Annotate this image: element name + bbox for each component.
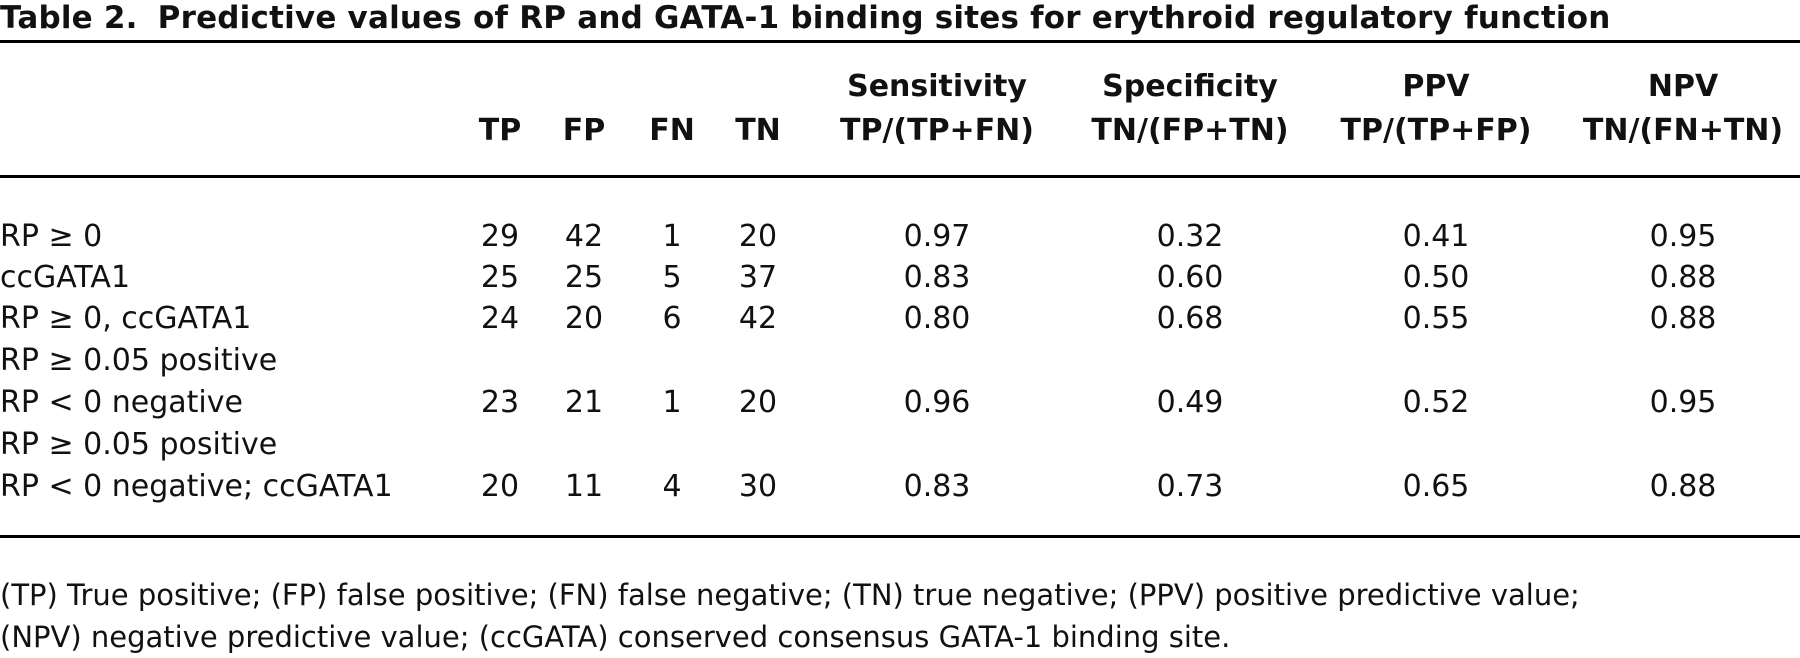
table-footnote: (TP) True positive; (FP) false positive;… bbox=[0, 574, 1800, 658]
cell-fp: 20 bbox=[564, 301, 604, 336]
cell-fn: 6 bbox=[662, 301, 682, 336]
cell-tp: 25 bbox=[480, 260, 520, 295]
table-label: Table 2. bbox=[0, 0, 138, 36]
cell-ppv: 0.41 bbox=[1402, 219, 1470, 254]
cell-specificity: 0.73 bbox=[1156, 469, 1224, 504]
cell-npv: 0.88 bbox=[1649, 469, 1717, 504]
row-label-line2: RP < 0 negative bbox=[0, 385, 243, 420]
row-label-line1: RP ≥ 0.05 positive bbox=[0, 343, 278, 378]
row-label-line1: RP ≥ 0.05 positive bbox=[0, 427, 278, 462]
header-specificity-name: Specificity bbox=[1102, 69, 1278, 104]
cell-ppv: 0.50 bbox=[1402, 260, 1470, 295]
footnote-line: (NPV) negative predictive value; (ccGATA… bbox=[0, 620, 1231, 654]
cell-npv: 0.88 bbox=[1649, 260, 1717, 295]
header-fn: FN bbox=[649, 113, 695, 148]
bottom-rule bbox=[0, 535, 1800, 538]
cell-fn: 1 bbox=[662, 219, 682, 254]
cell-fn: 4 bbox=[662, 469, 682, 504]
cell-tp: 29 bbox=[480, 219, 520, 254]
cell-specificity: 0.60 bbox=[1156, 260, 1224, 295]
row-label: ccGATA1 bbox=[0, 260, 131, 295]
cell-specificity: 0.49 bbox=[1156, 385, 1224, 420]
header-ppv-formula: TP/(TP+FP) bbox=[1340, 113, 1532, 148]
footnote-line: (TP) True positive; (FP) false positive;… bbox=[0, 578, 1580, 612]
row-label: RP ≥ 0 bbox=[0, 219, 103, 254]
cell-fn: 5 bbox=[662, 260, 682, 295]
cell-fp: 11 bbox=[564, 469, 604, 504]
cell-sensitivity: 0.83 bbox=[903, 469, 971, 504]
cell-npv: 0.95 bbox=[1649, 219, 1717, 254]
cell-sensitivity: 0.97 bbox=[903, 219, 971, 254]
header-tn: TN bbox=[735, 113, 781, 148]
row-label: RP ≥ 0, ccGATA1 bbox=[0, 301, 252, 336]
header-tp: TP bbox=[478, 113, 522, 148]
cell-specificity: 0.68 bbox=[1156, 301, 1224, 336]
header-specificity-formula: TN/(FP+TN) bbox=[1091, 113, 1289, 148]
cell-fp: 25 bbox=[564, 260, 604, 295]
table-caption: Predictive values of RP and GATA-1 bindi… bbox=[157, 0, 1611, 36]
cell-ppv: 0.52 bbox=[1402, 385, 1470, 420]
cell-fp: 42 bbox=[564, 219, 604, 254]
cell-sensitivity: 0.80 bbox=[903, 301, 971, 336]
cell-fn: 1 bbox=[662, 385, 682, 420]
cell-npv: 0.95 bbox=[1649, 385, 1717, 420]
table-title: Table 2. Predictive values of RP and GATA… bbox=[0, 0, 1611, 36]
cell-tn: 20 bbox=[738, 219, 778, 254]
cell-tn: 20 bbox=[738, 385, 778, 420]
cell-tp: 23 bbox=[480, 385, 520, 420]
cell-npv: 0.88 bbox=[1649, 301, 1717, 336]
header-fp: FP bbox=[562, 113, 606, 148]
cell-tn: 42 bbox=[738, 301, 778, 336]
cell-ppv: 0.65 bbox=[1402, 469, 1470, 504]
header-npv-formula: TN/(FN+TN) bbox=[1582, 113, 1784, 148]
header-sensitivity-formula: TP/(TP+FN) bbox=[839, 113, 1035, 148]
cell-tp: 20 bbox=[480, 469, 520, 504]
cell-fp: 21 bbox=[564, 385, 604, 420]
cell-ppv: 0.55 bbox=[1402, 301, 1470, 336]
header-sensitivity-name: Sensitivity bbox=[847, 69, 1027, 104]
header-rule bbox=[0, 175, 1800, 178]
cell-sensitivity: 0.96 bbox=[903, 385, 971, 420]
cell-specificity: 0.32 bbox=[1156, 219, 1224, 254]
cell-tn: 37 bbox=[738, 260, 778, 295]
cell-tn: 30 bbox=[738, 469, 778, 504]
row-label-line2: RP < 0 negative; ccGATA1 bbox=[0, 469, 393, 504]
top-rule bbox=[0, 40, 1800, 43]
header-ppv-name: PPV bbox=[1402, 69, 1470, 104]
cell-sensitivity: 0.83 bbox=[903, 260, 971, 295]
cell-tp: 24 bbox=[480, 301, 520, 336]
header-npv-name: NPV bbox=[1647, 69, 1719, 104]
